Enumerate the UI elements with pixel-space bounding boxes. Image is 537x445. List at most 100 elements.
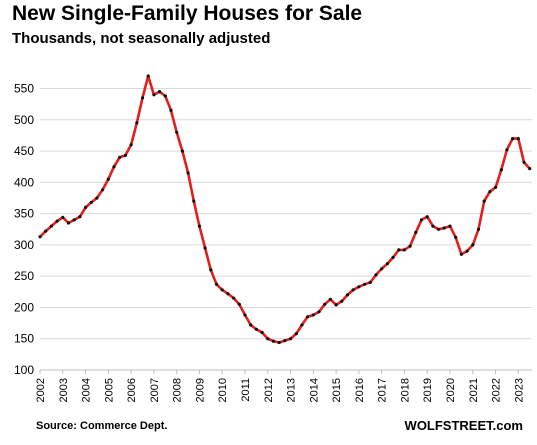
data-point: [249, 323, 253, 327]
data-point: [385, 262, 389, 266]
x-tick-label: 2003: [58, 378, 70, 402]
data-point: [368, 280, 372, 284]
data-point: [135, 121, 139, 125]
data-point: [209, 268, 213, 272]
data-point: [345, 293, 350, 297]
data-point: [78, 215, 82, 219]
x-tick-label: 2009: [194, 378, 206, 402]
data-point: [334, 303, 338, 307]
data-point: [277, 340, 281, 345]
data-point: [340, 299, 344, 303]
data-point: [232, 296, 236, 300]
data-point: [243, 313, 247, 317]
x-tick-label: 2021: [468, 378, 480, 402]
data-point: [306, 315, 310, 319]
data-point: [408, 244, 412, 248]
x-tick-label: 2005: [103, 378, 115, 402]
data-point: [118, 155, 122, 159]
data-point: [186, 171, 190, 175]
x-tick-label: 2023: [513, 378, 525, 402]
source-note: Source: Commerce Dept.: [36, 420, 168, 432]
data-point: [61, 215, 65, 219]
brand-label: WOLFSTREET.com: [404, 418, 523, 433]
data-point: [323, 302, 327, 306]
data-point: [112, 165, 116, 169]
x-tick-label: 2008: [172, 378, 184, 402]
data-point: [55, 219, 59, 223]
data-point: [163, 94, 167, 98]
data-point: [289, 337, 293, 341]
data-point: [454, 235, 458, 239]
data-point: [175, 130, 179, 134]
data-point: [471, 243, 475, 247]
data-point: [482, 199, 486, 203]
x-axis: 2002 2003 2004 2005 2006 2007 2008 2009 2010 2011…: [35, 369, 532, 402]
data-point: [38, 235, 42, 239]
data-point: [494, 185, 498, 189]
data-point: [260, 330, 264, 335]
series-path: [39, 74, 531, 344]
data-point: [328, 297, 332, 301]
x-tick-label: 2006: [126, 378, 138, 402]
data-point: [374, 273, 378, 277]
data-point: [391, 255, 395, 259]
data-point: [158, 90, 162, 94]
data-point: [437, 227, 441, 231]
y-tick-label: 150: [14, 332, 34, 346]
data-point: [44, 229, 48, 233]
data-point: [192, 199, 196, 203]
data-point: [311, 313, 315, 317]
data-point: [123, 153, 127, 157]
x-tick-label: 2015: [331, 378, 343, 402]
data-point: [317, 310, 321, 314]
data-point: [129, 143, 133, 147]
chart-title: New Single-Family Houses for Sale: [12, 2, 363, 25]
x-tick-label: 2020: [445, 378, 457, 402]
data-point: [152, 93, 156, 97]
data-point: [197, 224, 201, 228]
y-tick-label: 100: [14, 363, 34, 377]
data-point: [237, 302, 241, 306]
data-point: [431, 224, 435, 228]
data-point: [476, 227, 481, 231]
data-point: [72, 218, 76, 222]
x-tick-label: 2018: [399, 378, 411, 402]
data-point: [510, 137, 515, 141]
data-point: [146, 74, 150, 78]
data-point: [465, 249, 469, 253]
data-point: [357, 285, 361, 289]
data-point: [101, 188, 105, 192]
data-point: [180, 149, 184, 153]
x-tick-label: 2012: [263, 378, 275, 402]
chart-subtitle: Thousands, not seasonally adjusted: [12, 30, 271, 47]
x-tick-label: 2019: [422, 378, 434, 402]
y-tick-label: 400: [14, 175, 34, 189]
data-point: [169, 108, 173, 112]
data-point: [505, 148, 509, 152]
y-axis: 100 150 200 250 300 350 400 450 500 550: [14, 82, 34, 377]
x-tick-label: 2004: [81, 378, 93, 402]
x-tick-label: 2007: [149, 378, 161, 402]
y-tick-label: 300: [14, 238, 34, 252]
data-point: [488, 190, 492, 194]
y-tick-label: 450: [14, 144, 34, 158]
data-point: [84, 205, 88, 209]
data-point: [266, 337, 270, 341]
series-line: [39, 74, 531, 344]
data-point: [226, 292, 230, 296]
data-point: [89, 200, 93, 204]
data-point: [283, 339, 287, 343]
data-point: [49, 224, 54, 228]
data-point: [459, 252, 463, 256]
data-point: [425, 215, 429, 219]
y-tick-label: 250: [14, 269, 34, 283]
data-point: [95, 196, 99, 200]
x-tick-label: 2013: [286, 378, 298, 402]
x-tick-label: 2014: [308, 378, 320, 402]
data-point: [214, 282, 219, 286]
data-point: [522, 160, 526, 164]
data-point: [442, 226, 446, 230]
y-tick-label: 500: [14, 113, 34, 127]
data-point: [203, 246, 207, 250]
